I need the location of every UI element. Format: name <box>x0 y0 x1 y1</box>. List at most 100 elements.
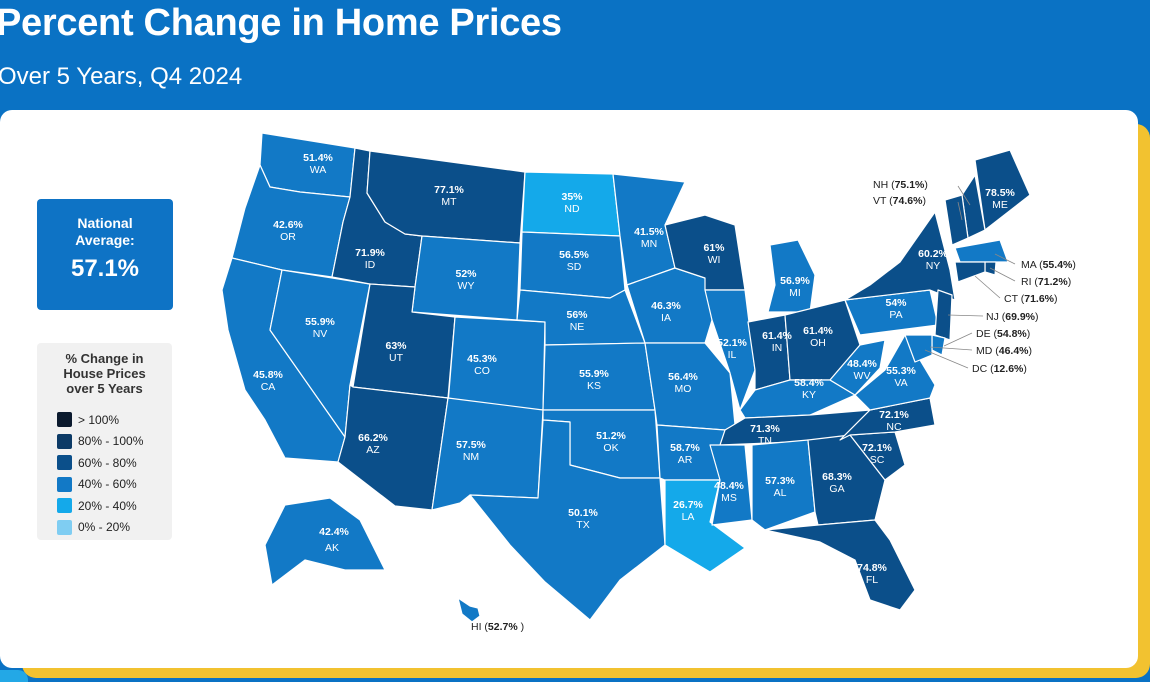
state-abbr-nv: NV <box>313 328 328 340</box>
state-abbr-wv: WV <box>854 370 871 382</box>
state-value-ia: 46.3% <box>651 300 681 312</box>
external-label-vt: VT (74.6%) <box>873 195 926 207</box>
state-abbr-ok: OK <box>603 442 618 454</box>
state-ms <box>709 444 753 526</box>
external-label-ri: RI (71.2%) <box>1021 276 1071 288</box>
leader-line <box>943 332 973 347</box>
legend-swatch <box>57 455 72 471</box>
legend-items: > 100% 80% - 100% 60% - 80% 40% - 60% 20% - … <box>57 409 143 538</box>
state-value-ga: 68.3% <box>822 471 852 483</box>
state-ny <box>844 211 956 301</box>
state-nm <box>431 397 544 511</box>
state-tx <box>469 419 666 621</box>
state-value-pa: 54% <box>885 297 907 309</box>
state-abbr-mn: MN <box>641 238 657 250</box>
state-abbr-wy: WY <box>458 280 475 292</box>
state-value-mo: 56.4% <box>668 371 698 383</box>
legend-title: % Change in House Prices over 5 Years <box>63 351 146 396</box>
legend-item: 80% - 100% <box>57 431 143 453</box>
state-abbr-or: OR <box>280 231 296 243</box>
legend-swatch <box>57 498 72 514</box>
leader-line <box>989 267 1016 282</box>
state-abbr-ca: CA <box>261 381 276 393</box>
state-value-wa: 51.4% <box>303 152 333 164</box>
external-label-ct: CT (71.6%) <box>1004 293 1058 305</box>
state-value-co: 45.3% <box>467 353 497 365</box>
state-abbr-sd: SD <box>567 261 582 273</box>
legend-swatch <box>57 433 72 449</box>
legend: % Change in House Prices over 5 Years > … <box>37 343 172 540</box>
leader-line <box>924 349 969 369</box>
state-abbr-ak: AK <box>325 542 339 554</box>
state-abbr-az: AZ <box>366 444 380 456</box>
state-value-sc: 72.1% <box>862 442 892 454</box>
state-abbr-ms: MS <box>721 492 737 504</box>
state-ak <box>264 497 386 586</box>
state-value-ca: 45.8% <box>253 369 283 381</box>
state-abbr-ia: IA <box>661 312 671 324</box>
state-hi <box>457 597 481 623</box>
state-nj <box>934 289 953 341</box>
legend-item: > 100% <box>57 409 143 431</box>
legend-label: 60% - 80% <box>78 455 137 470</box>
state-abbr-in: IN <box>772 342 783 354</box>
state-value-fl: 74.8% <box>857 562 887 574</box>
state-md <box>904 334 933 363</box>
external-label-dc: DC (12.6%) <box>972 363 1027 375</box>
external-label-nj: NJ (69.9%) <box>986 311 1039 323</box>
state-value-mn: 41.5% <box>634 226 664 238</box>
external-label-ma: MA (55.4%) <box>1021 259 1076 271</box>
state-abbr-wi: WI <box>708 254 721 266</box>
external-label-hi: HI (52.7% ) <box>471 621 524 633</box>
legend-item: 40% - 60% <box>57 474 143 496</box>
external-label-nh: NH (75.1%) <box>873 179 928 191</box>
state-az <box>337 384 449 511</box>
state-abbr-mo: MO <box>675 383 692 395</box>
state-value-mt: 77.1% <box>434 184 464 196</box>
state-abbr-oh: OH <box>810 337 826 349</box>
state-al <box>751 439 816 531</box>
page-title: Percent Change in Home Prices <box>0 2 562 44</box>
leader-line <box>947 314 984 317</box>
state-value-me: 78.5% <box>985 187 1015 199</box>
legend-label: 20% - 40% <box>78 498 137 513</box>
state-abbr-nd: ND <box>564 203 580 215</box>
leader-line <box>957 185 971 206</box>
state-value-ky: 58.4% <box>794 377 824 389</box>
legend-item: 0% - 20% <box>57 517 143 539</box>
state-abbr-nc: NC <box>886 421 902 433</box>
legend-label: 40% - 60% <box>78 477 137 492</box>
state-in <box>747 314 791 391</box>
state-value-ak: 42.4% <box>319 526 349 538</box>
state-value-ok: 51.2% <box>596 430 626 442</box>
state-abbr-tx: TX <box>576 519 589 531</box>
state-value-la: 26.7% <box>673 499 703 511</box>
state-abbr-ut: UT <box>389 352 404 364</box>
state-value-id: 71.9% <box>355 247 385 259</box>
external-label-de: DE (54.8%) <box>976 328 1030 340</box>
state-value-ut: 63% <box>385 340 407 352</box>
leader-line <box>957 201 963 221</box>
state-value-in: 61.4% <box>762 330 792 342</box>
state-abbr-ar: AR <box>678 454 693 466</box>
state-wv <box>829 339 886 396</box>
state-abbr-il: IL <box>728 349 737 361</box>
state-value-mi: 56.9% <box>780 275 810 287</box>
state-abbr-mt: MT <box>441 196 457 208</box>
state-value-sd: 56.5% <box>559 249 589 261</box>
external-label-md: MD (46.4%) <box>976 345 1032 357</box>
legend-item: 60% - 80% <box>57 452 143 474</box>
legend-label: > 100% <box>78 412 120 427</box>
state-value-oh: 61.4% <box>803 325 833 337</box>
state-value-az: 66.2% <box>358 432 388 444</box>
state-value-nd: 35% <box>561 191 583 203</box>
state-abbr-co: CO <box>474 365 490 377</box>
state-vt <box>944 194 969 246</box>
state-fl <box>764 519 916 611</box>
state-value-al: 57.3% <box>765 475 795 487</box>
leader-line <box>929 346 973 351</box>
state-value-il: 52.1% <box>717 337 747 349</box>
national-average-value: 57.1% <box>70 255 140 282</box>
state-value-ny: 60.2% <box>918 248 948 260</box>
state-value-va: 55.3% <box>886 365 916 377</box>
